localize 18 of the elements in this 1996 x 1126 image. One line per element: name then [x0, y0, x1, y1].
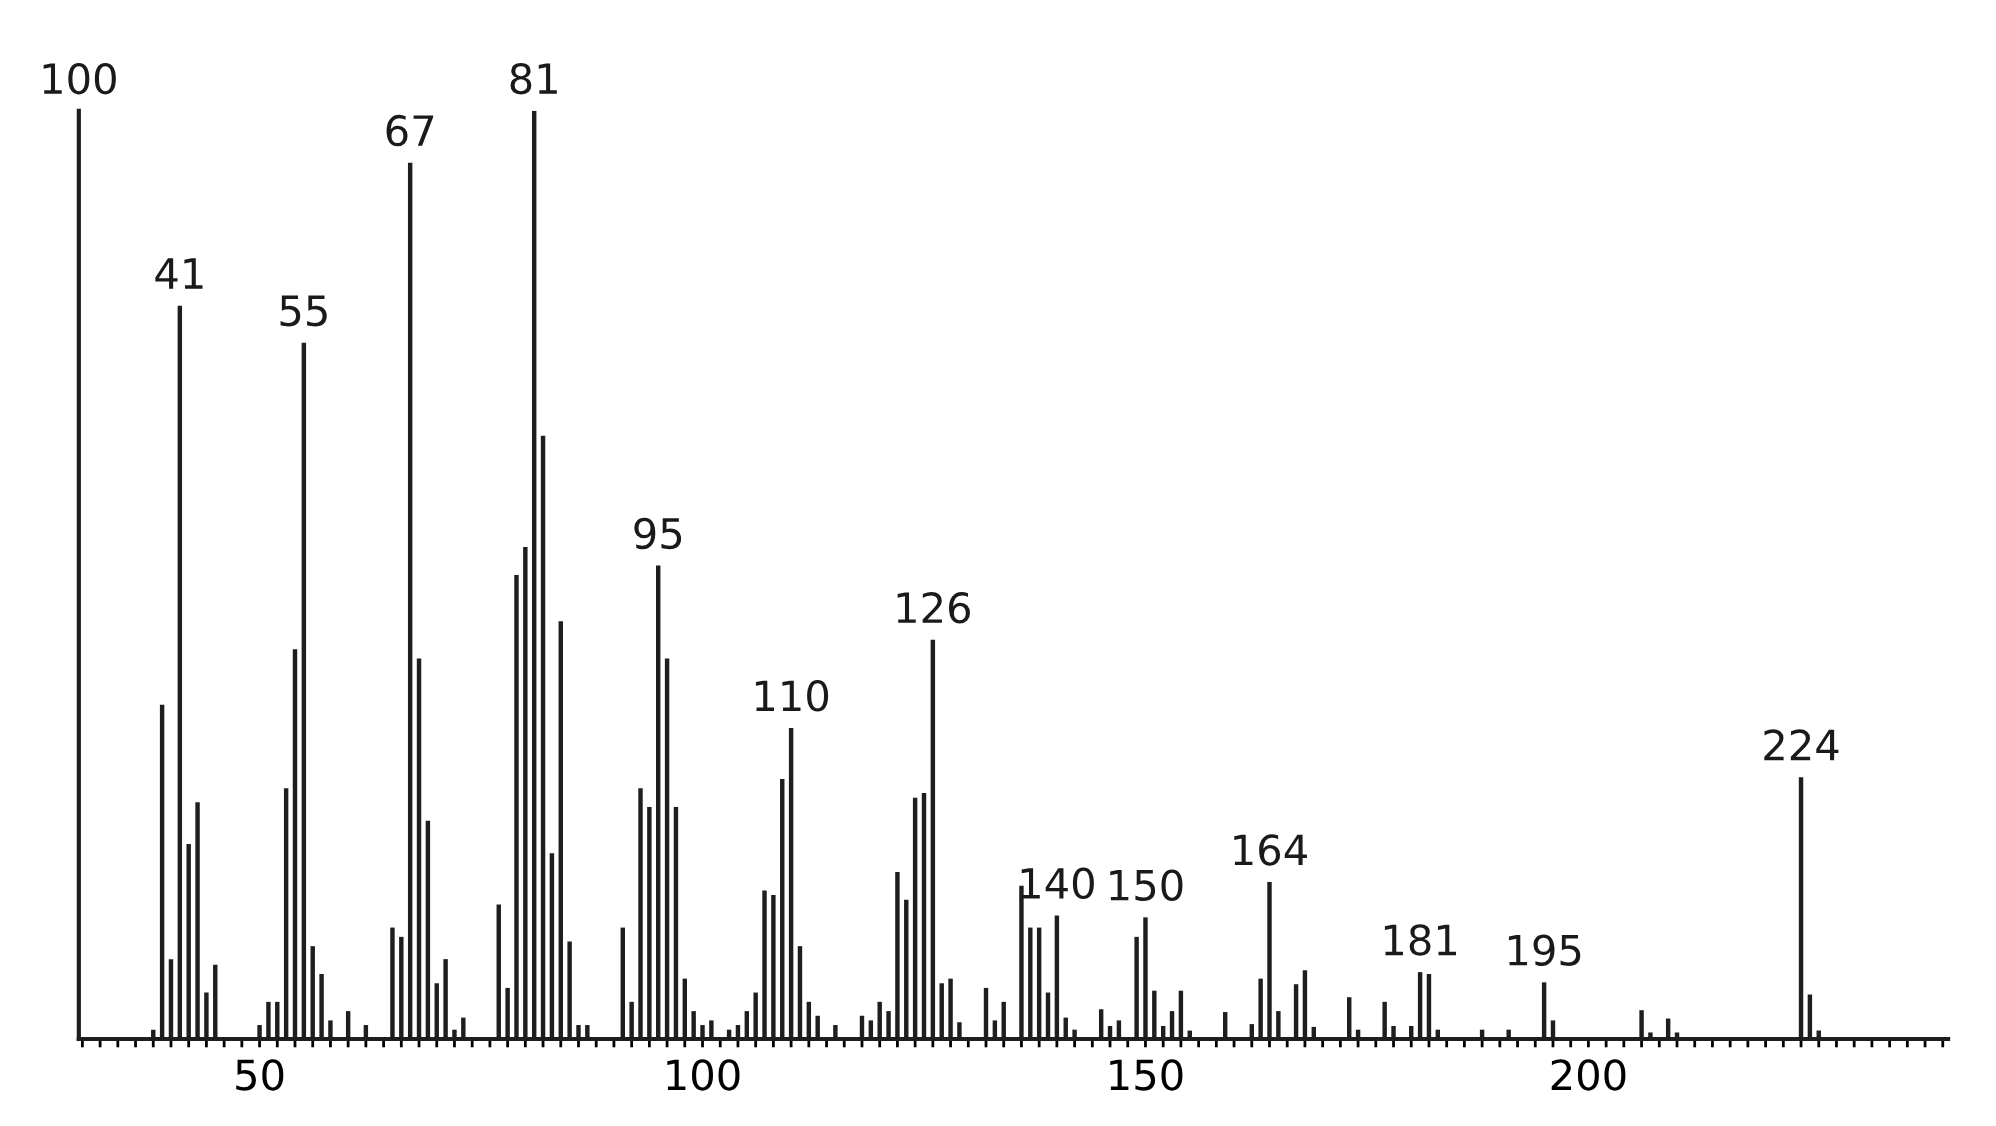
x-tick-label: 150	[1110, 1059, 1183, 1091]
annotation: 150	[1110, 869, 1183, 901]
annotation: 224	[1764, 729, 1839, 761]
annotation: 41	[155, 258, 203, 289]
annotation: 164	[1234, 834, 1307, 866]
text: 100	[43, 62, 116, 95]
annotation: 126	[897, 591, 970, 624]
x-tick-label: 50	[236, 1059, 284, 1091]
annotation: 140	[1021, 867, 1094, 900]
annotation: 181	[1384, 924, 1457, 956]
annotation: 55	[280, 295, 327, 327]
annotation: 81	[510, 62, 557, 95]
x-tick-label: 200	[1551, 1059, 1626, 1091]
annotation: 110	[755, 680, 829, 712]
annotation: 95	[634, 517, 682, 550]
annotation: 195	[1508, 934, 1581, 966]
annotation: 67	[386, 114, 434, 147]
x-tick-label: 100	[667, 1059, 740, 1091]
